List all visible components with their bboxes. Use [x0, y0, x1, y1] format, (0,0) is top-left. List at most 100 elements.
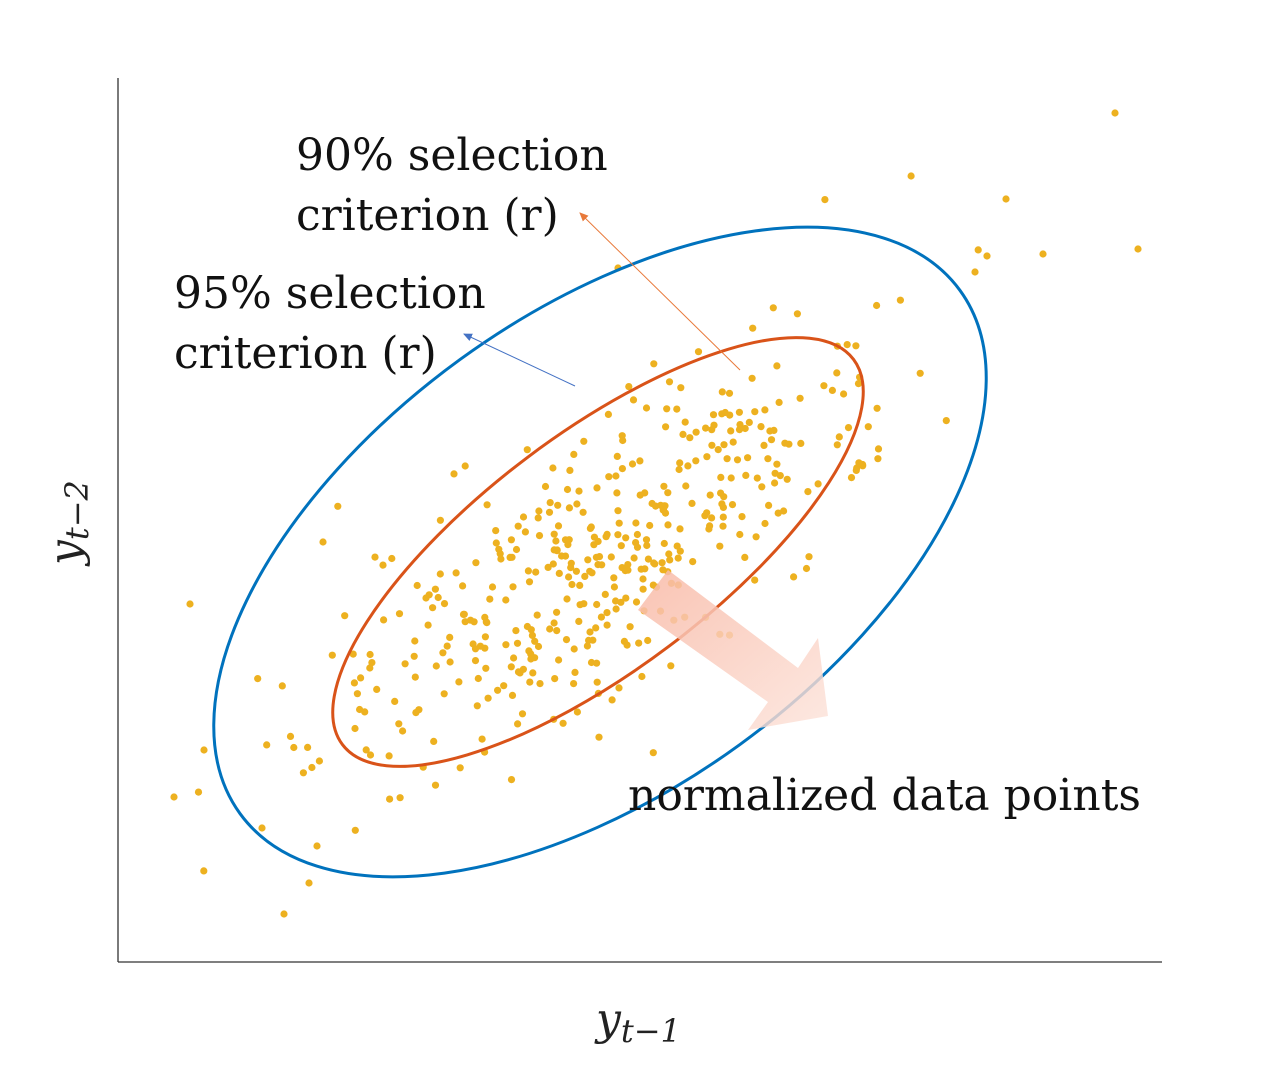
data-point: [258, 824, 266, 832]
data-point: [514, 720, 522, 728]
data-point: [555, 656, 563, 664]
inner-ellipse-90: [331, 336, 865, 768]
data-point: [761, 406, 769, 414]
data-point: [385, 752, 393, 760]
data-point: [736, 530, 744, 539]
data-point: [615, 519, 623, 527]
data-point: [864, 423, 872, 431]
data-point: [350, 679, 358, 687]
data-point: [855, 459, 863, 467]
data-point: [709, 411, 718, 419]
data-point: [593, 659, 601, 667]
data-point: [531, 654, 539, 662]
data-point: [593, 484, 601, 492]
data-point: [200, 746, 208, 754]
data-point: [573, 500, 581, 508]
data-point: [708, 514, 716, 522]
data-point: [642, 404, 651, 412]
data-point: [774, 509, 782, 517]
x-axis-label: yt−1: [594, 994, 681, 1050]
data-point: [550, 530, 558, 538]
data-point: [565, 504, 574, 512]
data-point: [434, 593, 442, 602]
data-point: [844, 424, 853, 432]
data-point: [388, 554, 396, 563]
data-point: [478, 735, 486, 743]
data-point: [459, 582, 467, 590]
data-point: [593, 678, 601, 686]
data-point: [286, 732, 295, 741]
data-point: [635, 639, 643, 647]
data-point: [852, 466, 860, 474]
data-point: [620, 637, 629, 646]
data-point: [916, 369, 924, 377]
data-point: [749, 324, 757, 332]
data-point: [553, 627, 561, 635]
data-point: [765, 501, 773, 509]
data-point: [717, 473, 725, 481]
data-point: [684, 462, 692, 470]
data-point: [580, 437, 588, 445]
data-point: [584, 556, 592, 564]
outer-criterion-label-line1: 95% selection: [174, 268, 486, 319]
data-point: [396, 794, 404, 802]
data-point: [625, 383, 633, 391]
data-point: [486, 595, 494, 603]
data-point: [305, 879, 313, 887]
data-point: [706, 491, 714, 499]
data-point: [573, 708, 582, 716]
data-point: [549, 464, 557, 472]
data-point: [379, 561, 387, 569]
data-point: [484, 694, 492, 702]
data-point: [431, 585, 439, 593]
data-point: [534, 642, 543, 651]
data-point: [742, 471, 750, 479]
data-point: [534, 514, 542, 522]
data-point: [617, 542, 625, 550]
data-point: [802, 564, 811, 573]
data-point: [719, 513, 727, 521]
data-point: [597, 613, 606, 621]
data-point: [529, 669, 537, 677]
data-point: [614, 507, 622, 515]
data-point: [366, 650, 374, 659]
data-point: [519, 513, 528, 521]
data-point: [641, 489, 649, 497]
data-point: [619, 436, 627, 445]
data-point: [455, 678, 463, 686]
data-point: [714, 446, 722, 454]
data-point: [896, 296, 905, 304]
data-point: [411, 637, 419, 645]
data-point: [535, 532, 544, 540]
data-point: [559, 719, 567, 727]
data-point: [660, 502, 668, 510]
data-point: [719, 522, 727, 530]
outer-criterion-label-line2: criterion (r): [174, 328, 437, 379]
data-point: [580, 600, 588, 608]
data-point: [555, 569, 563, 578]
data-point: [328, 651, 336, 659]
data-point: [263, 741, 271, 749]
data-point: [562, 636, 571, 644]
data-point: [349, 650, 357, 658]
data-point: [630, 554, 638, 562]
data-point: [692, 457, 700, 465]
data-point: [512, 545, 521, 554]
data-point: [290, 743, 298, 752]
data-point: [751, 576, 759, 584]
data-point: [745, 418, 753, 426]
data-point: [351, 826, 359, 834]
data-point: [708, 441, 716, 449]
data-point: [628, 460, 637, 468]
data-point: [446, 633, 454, 642]
data-point: [674, 554, 682, 562]
data-point: [664, 521, 672, 529]
data-point: [642, 536, 651, 544]
data-point: [546, 625, 554, 633]
data-point: [874, 455, 882, 463]
data-point: [415, 706, 423, 714]
data-point: [528, 631, 537, 640]
data-point: [610, 583, 619, 591]
data-point: [592, 624, 600, 632]
data-point: [646, 521, 654, 530]
